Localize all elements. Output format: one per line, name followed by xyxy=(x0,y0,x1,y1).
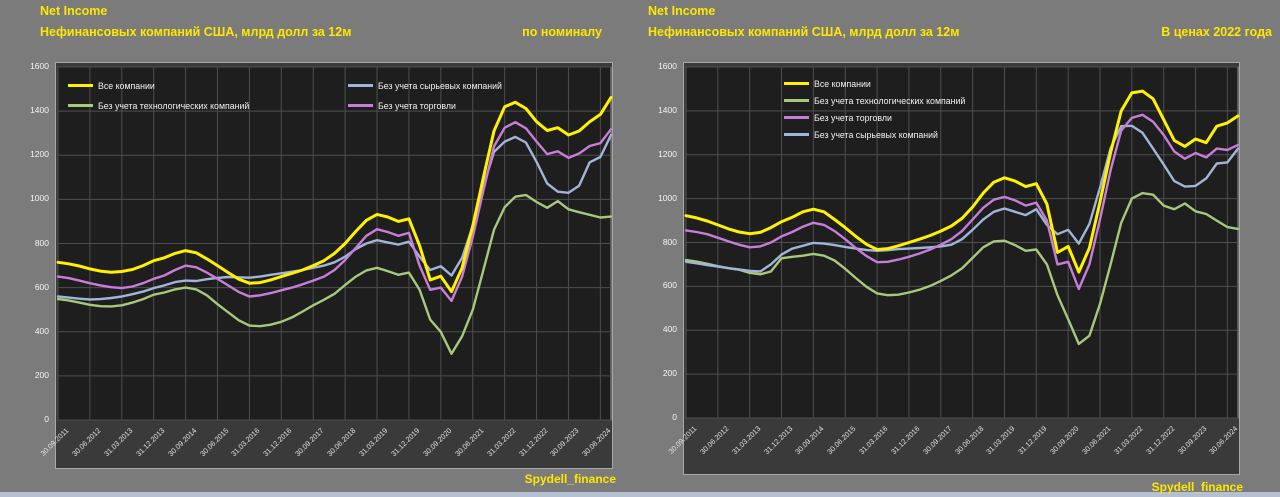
legend-line-marker xyxy=(784,133,809,137)
y-tick-label: 1200 xyxy=(658,148,677,159)
y-tick-label: 200 xyxy=(34,369,49,380)
legend-label: Без учета торговли xyxy=(814,112,892,123)
y-tick-label: 1400 xyxy=(30,105,49,116)
plot-svg xyxy=(56,66,613,421)
chart-panel-nominal: 30.09.2011 30.06.2012 31.03.2013 31.12.2013… xyxy=(39,62,613,469)
y-tick-label: 1600 xyxy=(658,61,677,71)
left-chart-title-block: Net Income Нефинансовых компаний США, мл… xyxy=(40,0,602,40)
series-line xyxy=(56,193,613,355)
y-tick-label: 400 xyxy=(34,325,49,336)
legend-label: Все компании xyxy=(98,80,155,91)
watermark: Spydell_finance xyxy=(524,472,616,486)
series-line xyxy=(684,124,1240,273)
legend-item: Без учета сырьевых компаний xyxy=(348,77,502,95)
right-chart-title-block: Net Income Нефинансовых компаний США, мл… xyxy=(648,0,1272,40)
legend-line-marker xyxy=(348,104,373,108)
series-line xyxy=(56,95,613,294)
y-tick-label: 600 xyxy=(662,280,677,291)
series-line xyxy=(56,121,613,303)
series-line xyxy=(56,133,613,301)
y-tick-label: 1600 xyxy=(30,61,49,71)
y-tick-label: 1000 xyxy=(658,192,677,203)
legend-item: Без учета технологических компаний xyxy=(68,97,249,115)
legend-item: Без учета технологических компаний xyxy=(784,92,965,110)
right-chart-corner-label: В ценах 2022 года xyxy=(1161,25,1272,39)
chart-panel-real: 30.09.2011 30.06.2012 31.03.2013 31.12.2013… xyxy=(667,62,1240,475)
legend-label: Без учета технологических компаний xyxy=(814,95,966,106)
series-line xyxy=(684,191,1240,346)
legend-line-marker xyxy=(784,82,809,86)
right-chart-title: Net Income xyxy=(648,4,716,18)
y-tick-label: 0 xyxy=(44,414,49,424)
y-tick-label: 400 xyxy=(662,324,677,335)
legend-label: Без учета торговли xyxy=(378,100,456,111)
y-tick-label: 1400 xyxy=(658,104,677,115)
y-tick-label: 0 xyxy=(672,412,677,422)
legend-label: Без учета технологических компаний xyxy=(98,100,250,111)
right-chart-subtitle: Нефинансовых компаний США, млрд долл за … xyxy=(648,25,960,39)
footer-bar xyxy=(0,492,1280,497)
plot-svg xyxy=(684,66,1240,419)
legend-line-marker xyxy=(68,104,93,108)
legend-line-marker xyxy=(784,99,809,103)
y-tick-label: 200 xyxy=(662,368,677,379)
y-tick-label: 1200 xyxy=(30,149,49,160)
y-tick-label: 800 xyxy=(662,236,677,247)
series-line xyxy=(684,113,1240,291)
legend-line-marker xyxy=(784,116,809,120)
watermark: Spydell_finance xyxy=(1151,480,1243,494)
legend-item: Все компании xyxy=(784,75,871,93)
legend-item: Без учета сырьевых компаний xyxy=(784,126,938,144)
legend-line-marker xyxy=(68,84,93,88)
legend-item: Без учета торговли xyxy=(784,109,892,127)
legend-label: Все компании xyxy=(814,78,871,89)
y-tick-label: 1000 xyxy=(30,193,49,204)
legend-item: Все компании xyxy=(68,77,155,95)
legend-line-marker xyxy=(348,84,373,88)
legend-label: Без учета сырьевых компаний xyxy=(378,80,502,91)
series-line xyxy=(684,89,1240,274)
legend-item: Без учета торговли xyxy=(348,97,456,115)
legend-label: Без учета сырьевых компаний xyxy=(814,129,938,140)
left-chart-corner-label: по номиналу xyxy=(522,25,602,39)
left-chart-subtitle: Нефинансовых компаний США, млрд долл за … xyxy=(40,25,352,39)
left-chart-title: Net Income xyxy=(40,4,108,18)
y-tick-label: 800 xyxy=(34,237,49,248)
y-tick-label: 600 xyxy=(34,281,49,292)
